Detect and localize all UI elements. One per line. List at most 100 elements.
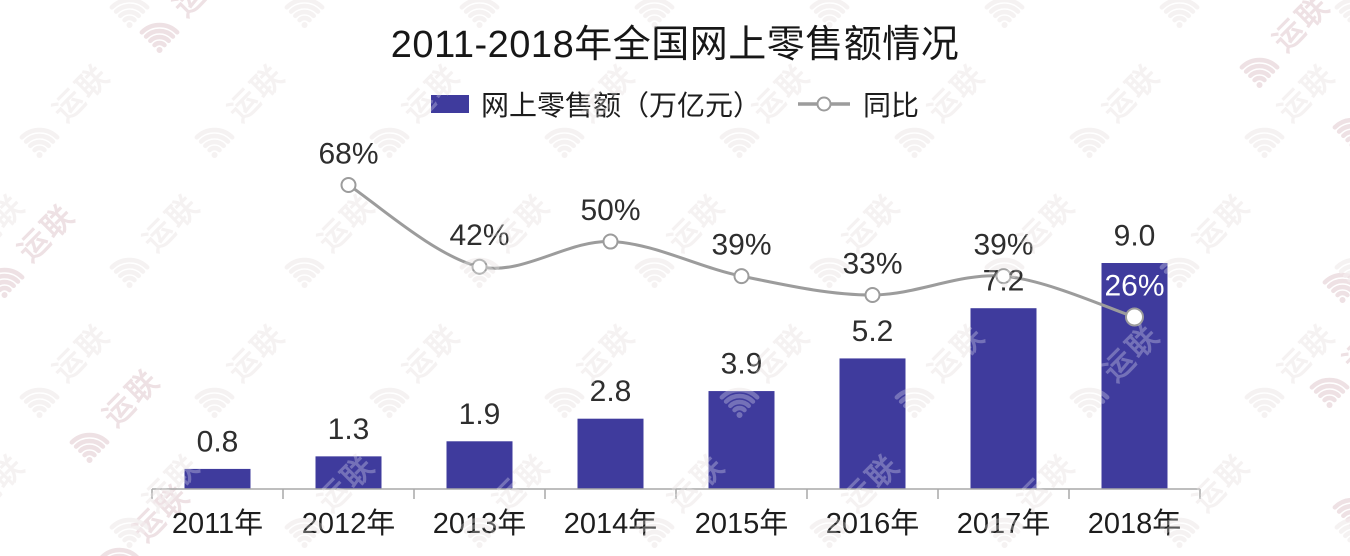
wave-logo-icon (19, 127, 60, 159)
wave-logo-icon (1244, 387, 1285, 419)
line-marker-icon (798, 96, 850, 112)
wave-logo-icon (809, 0, 850, 29)
watermark: 运联 (706, 51, 820, 165)
wave-logo-icon (809, 517, 850, 549)
watermark: 运联 (1231, 311, 1345, 425)
watermark-text: 运联 (397, 58, 468, 129)
legend-line-label: 同比 (863, 90, 920, 121)
wave-logo-icon (284, 0, 325, 29)
bar-2012年 (315, 456, 382, 489)
watermark: 运联 (0, 0, 34, 35)
wave-logo-icon (544, 127, 585, 159)
watermark-text: 运联 (1012, 188, 1083, 259)
wave-logo-icon (984, 257, 1025, 289)
wave-logo-icon (109, 257, 150, 289)
bar-swatch-icon (430, 95, 469, 113)
watermark: 运联 (181, 51, 295, 165)
legend: 网上零售额（万亿元） 同比 (0, 84, 1350, 124)
bar-2011年 (184, 468, 251, 489)
watermark: 运联 (446, 181, 560, 295)
watermark-text: 运联 (47, 318, 118, 389)
wave-logo-icon (634, 0, 675, 29)
wave-logo-icon (1159, 0, 1200, 29)
wave-logo-icon (984, 0, 1025, 29)
wave-logo-icon (19, 387, 60, 419)
watermark-text: 运联 (0, 188, 33, 259)
wave-logo-icon (719, 387, 760, 419)
watermark: 运联 (621, 441, 735, 555)
watermark: 运联 (446, 0, 560, 35)
watermark: 运联 (271, 181, 385, 295)
wave-logo-icon (459, 257, 500, 289)
watermark-text: 运联 (662, 448, 733, 519)
watermark-text: 运联 (137, 188, 208, 259)
bar-2013年 (446, 441, 513, 489)
yoy-value-label-2013年: 42% (449, 219, 509, 252)
wave-logo-icon (369, 127, 410, 159)
wave-logo-icon (194, 127, 235, 159)
watermark-text: 运联 (1187, 448, 1258, 519)
legend-item-line: 同比 (797, 84, 919, 124)
watermark: 运联 (356, 51, 470, 165)
watermark-text: 运联 (397, 318, 468, 389)
yoy-value-label-2015年: 39% (711, 229, 771, 262)
watermark-text: 运联 (487, 448, 558, 519)
watermark: 运联 (6, 51, 120, 165)
watermark: 运联 (531, 51, 645, 165)
wave-logo-icon (109, 0, 150, 29)
x-label-2015年: 2015年 (695, 507, 789, 540)
watermark: 运联 (1056, 51, 1170, 165)
watermark: 运联 (971, 181, 1085, 295)
wave-logo-icon (719, 127, 760, 159)
watermark: 运联 (971, 0, 1085, 35)
yoy-value-label-2017年: 39% (973, 229, 1033, 262)
watermark-text: 运联 (1272, 58, 1343, 129)
watermark: 运联 (796, 441, 910, 555)
bar-2017年 (970, 308, 1037, 489)
watermark-text: 运联 (572, 58, 643, 129)
yoy-value-label-2018年: 26% (1104, 269, 1164, 302)
wave-logo-icon (1159, 517, 1200, 549)
yoy-point-2012年 (340, 176, 357, 193)
watermark-text: 运联 (1012, 448, 1083, 519)
watermark: 运联 (356, 311, 470, 425)
bar-value-label-2018年: 9.0 (1114, 220, 1156, 253)
watermark-text: 运联 (1187, 188, 1258, 259)
wave-logo-icon (369, 387, 410, 419)
wave-logo-icon (284, 257, 325, 289)
watermark-text: 运联 (222, 58, 293, 129)
watermark: 运联 (796, 0, 910, 35)
wave-logo-icon (1244, 127, 1285, 159)
wave-logo-icon (1334, 257, 1350, 283)
yoy-point-2015年 (733, 268, 750, 285)
wave-logo-icon (1069, 127, 1110, 159)
watermark: 运联 (621, 181, 735, 295)
yoy-point-2016年 (864, 286, 881, 303)
watermark-text: 运联 (662, 188, 733, 259)
watermark: 运联 (1146, 0, 1260, 35)
watermark: 运联 (96, 441, 210, 555)
watermark: 运联 (271, 0, 385, 35)
watermark-text: 运联 (837, 448, 908, 519)
watermark: 运联 (0, 441, 34, 555)
watermark: 运联 (1146, 441, 1260, 555)
watermark-text: 运联 (137, 448, 208, 519)
x-label-2011年: 2011年 (172, 507, 263, 540)
legend-bar-label: 网上零售额（万亿元） (480, 90, 761, 121)
legend-item-bar: 网上零售额（万亿元） (430, 84, 761, 124)
wave-logo-icon (459, 517, 500, 549)
wave-logo-icon (284, 517, 325, 549)
watermark-text: 运联 (47, 58, 118, 129)
watermark: 运联 (881, 51, 995, 165)
chart-title: 2011-2018年全国网上零售额情况 (390, 24, 960, 66)
watermark: 运联 (1321, 181, 1350, 295)
bar-2018年 (1101, 263, 1168, 489)
bar-2014年 (577, 418, 644, 489)
wave-logo-icon (109, 517, 150, 549)
wave-logo-icon (809, 257, 850, 289)
bar-value-label-2014年: 2.8 (590, 375, 632, 408)
watermark: 运联 (0, 181, 34, 295)
yoy-value-label-2016年: 33% (842, 247, 902, 280)
watermark-text: 运联 (312, 448, 383, 519)
